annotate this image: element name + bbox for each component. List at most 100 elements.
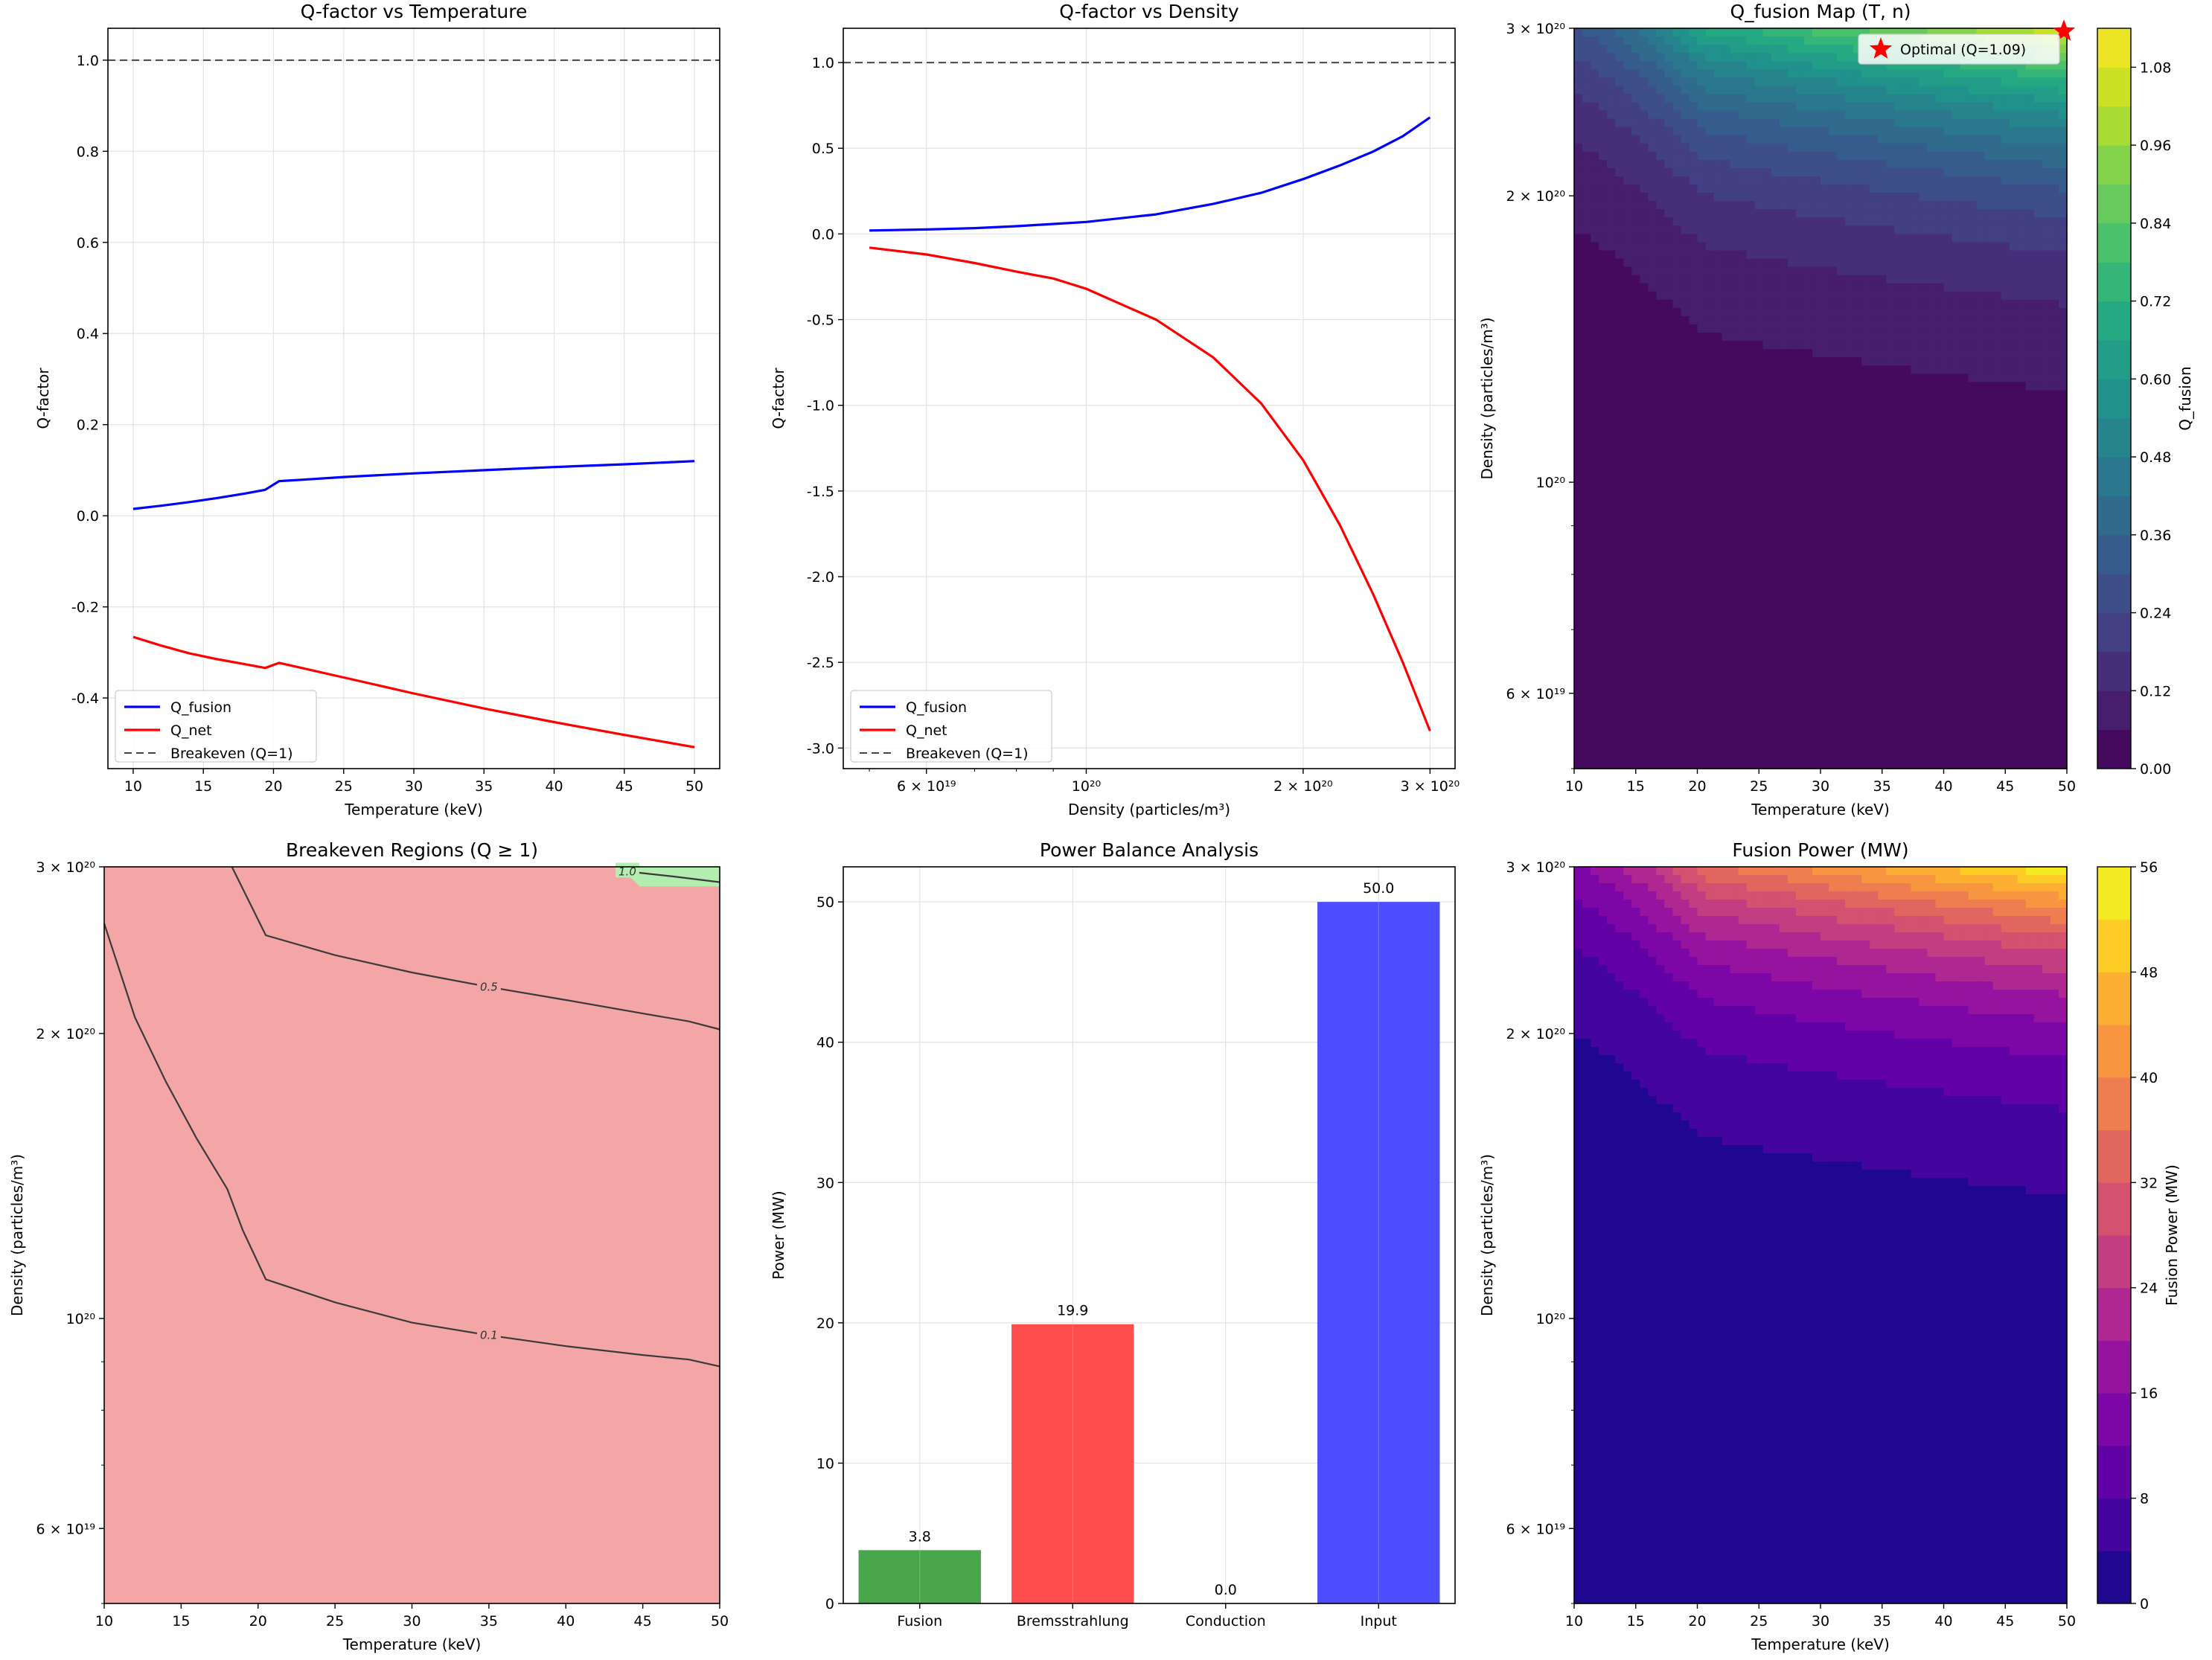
contour-cell <box>1927 686 1937 696</box>
contour-cell <box>1861 258 1870 268</box>
contour-cell <box>1656 439 1665 449</box>
contour-cell <box>1886 760 1895 769</box>
contour-cell <box>1927 735 1937 745</box>
contour-cell <box>1787 563 1797 572</box>
contour-cell <box>1574 283 1583 292</box>
contour-cell <box>1821 102 1829 112</box>
contour-cell <box>1615 431 1624 440</box>
contour-cell <box>1582 637 1591 646</box>
contour-cell <box>1672 653 1682 662</box>
contour-cell <box>1795 563 1805 572</box>
contour-cell <box>1943 472 1953 481</box>
contour-cell <box>1878 315 1887 325</box>
contour-cell <box>1689 661 1698 670</box>
contour-cell <box>1976 28 1986 37</box>
contour-cell <box>2017 94 2027 103</box>
contour-cell <box>1935 661 1945 670</box>
contour-cell <box>1746 686 1756 696</box>
contour-cell <box>1870 530 1879 539</box>
contour-cell <box>1911 349 1919 358</box>
contour-cell <box>1754 513 1764 522</box>
contour-cell <box>1795 670 1805 679</box>
contour-cell <box>1919 621 1928 629</box>
contour-cell <box>1746 423 1756 432</box>
contour-cell <box>2017 126 2027 136</box>
contour-cell <box>1870 653 1879 662</box>
contour-cell <box>1821 365 1829 374</box>
contour-cell <box>1853 201 1862 210</box>
contour-cell <box>1837 126 1846 136</box>
contour-cell <box>1623 118 1632 128</box>
contour-cell <box>1943 167 1953 177</box>
contour-cell <box>1837 612 1846 621</box>
contour-cell <box>1738 242 1748 251</box>
contour-cell <box>1952 727 1961 737</box>
contour-cell <box>1730 324 1739 333</box>
contour-cell <box>1886 439 1895 449</box>
contour-cell <box>1656 406 1665 416</box>
contour-cell <box>1943 324 1953 333</box>
contour-cell <box>1631 193 1640 202</box>
contour-cell <box>1837 333 1846 342</box>
contour-cell <box>1656 283 1665 292</box>
contour-cell <box>1771 209 1780 218</box>
contour-cell <box>1591 571 1599 580</box>
contour-cell <box>2001 365 2010 374</box>
contour-cell <box>1697 374 1707 382</box>
contour-cell <box>2009 439 2018 449</box>
contour-cell <box>1623 447 1632 457</box>
contour-cell <box>1821 455 1829 465</box>
contour-cell <box>1591 349 1599 358</box>
contour-cell <box>1960 86 1969 95</box>
contour-cell <box>1631 209 1640 218</box>
contour-cell <box>1911 571 1919 580</box>
contour-cell <box>1689 670 1698 679</box>
contour-cell <box>1911 151 1919 161</box>
contour-cell <box>1689 711 1698 720</box>
contour-cell <box>1713 250 1723 260</box>
contour-cell <box>1664 472 1673 481</box>
contour-cell <box>1919 431 1928 440</box>
contour-cell <box>1722 735 1731 745</box>
contour-cell <box>1943 69 1953 78</box>
contour-cell <box>1787 159 1797 169</box>
contour-cell <box>1821 686 1829 696</box>
contour-cell <box>1713 727 1723 737</box>
contour-cell <box>1845 176 1854 185</box>
contour-cell <box>1574 250 1583 260</box>
contour-cell <box>1968 727 1978 737</box>
contour-cell <box>1927 266 1937 276</box>
contour-cell <box>1623 167 1632 177</box>
contour-cell <box>1705 135 1715 144</box>
contour-cell <box>1787 464 1797 473</box>
contour-cell <box>1746 554 1756 564</box>
contour-cell <box>1837 61 1846 70</box>
contour-cell <box>1886 694 1895 704</box>
contour-cell <box>1821 702 1829 712</box>
contour-cell <box>1746 167 1756 177</box>
contour-cell <box>1648 579 1657 589</box>
contour-cell <box>1911 661 1919 670</box>
contour-cell <box>1664 587 1673 597</box>
contour-cell <box>1599 185 1608 193</box>
contour-cell <box>1894 719 1903 728</box>
contour-cell <box>1656 315 1665 325</box>
contour-cell <box>1911 612 1919 621</box>
contour-cell <box>1960 382 1969 391</box>
contour-cell <box>2001 447 2010 457</box>
contour-cell <box>1861 661 1870 670</box>
contour-cell <box>1960 28 1969 37</box>
contour-cell <box>1656 661 1665 670</box>
contour-cell <box>1845 760 1854 769</box>
contour-cell <box>1615 414 1624 424</box>
contour-cell <box>1607 637 1616 646</box>
contour-cell <box>1829 447 1838 457</box>
contour-cell <box>1582 382 1591 391</box>
contour-cell <box>1894 637 1903 646</box>
contour-cell <box>1960 481 1969 490</box>
contour-cell <box>1771 374 1780 382</box>
contour-cell <box>1870 151 1879 161</box>
contour-cell <box>1803 69 1813 78</box>
contour-cell <box>1762 324 1772 333</box>
contour-cell <box>1672 522 1682 531</box>
